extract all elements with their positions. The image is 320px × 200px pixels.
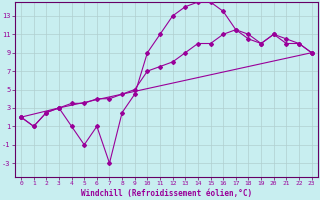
X-axis label: Windchill (Refroidissement éolien,°C): Windchill (Refroidissement éolien,°C): [81, 189, 252, 198]
